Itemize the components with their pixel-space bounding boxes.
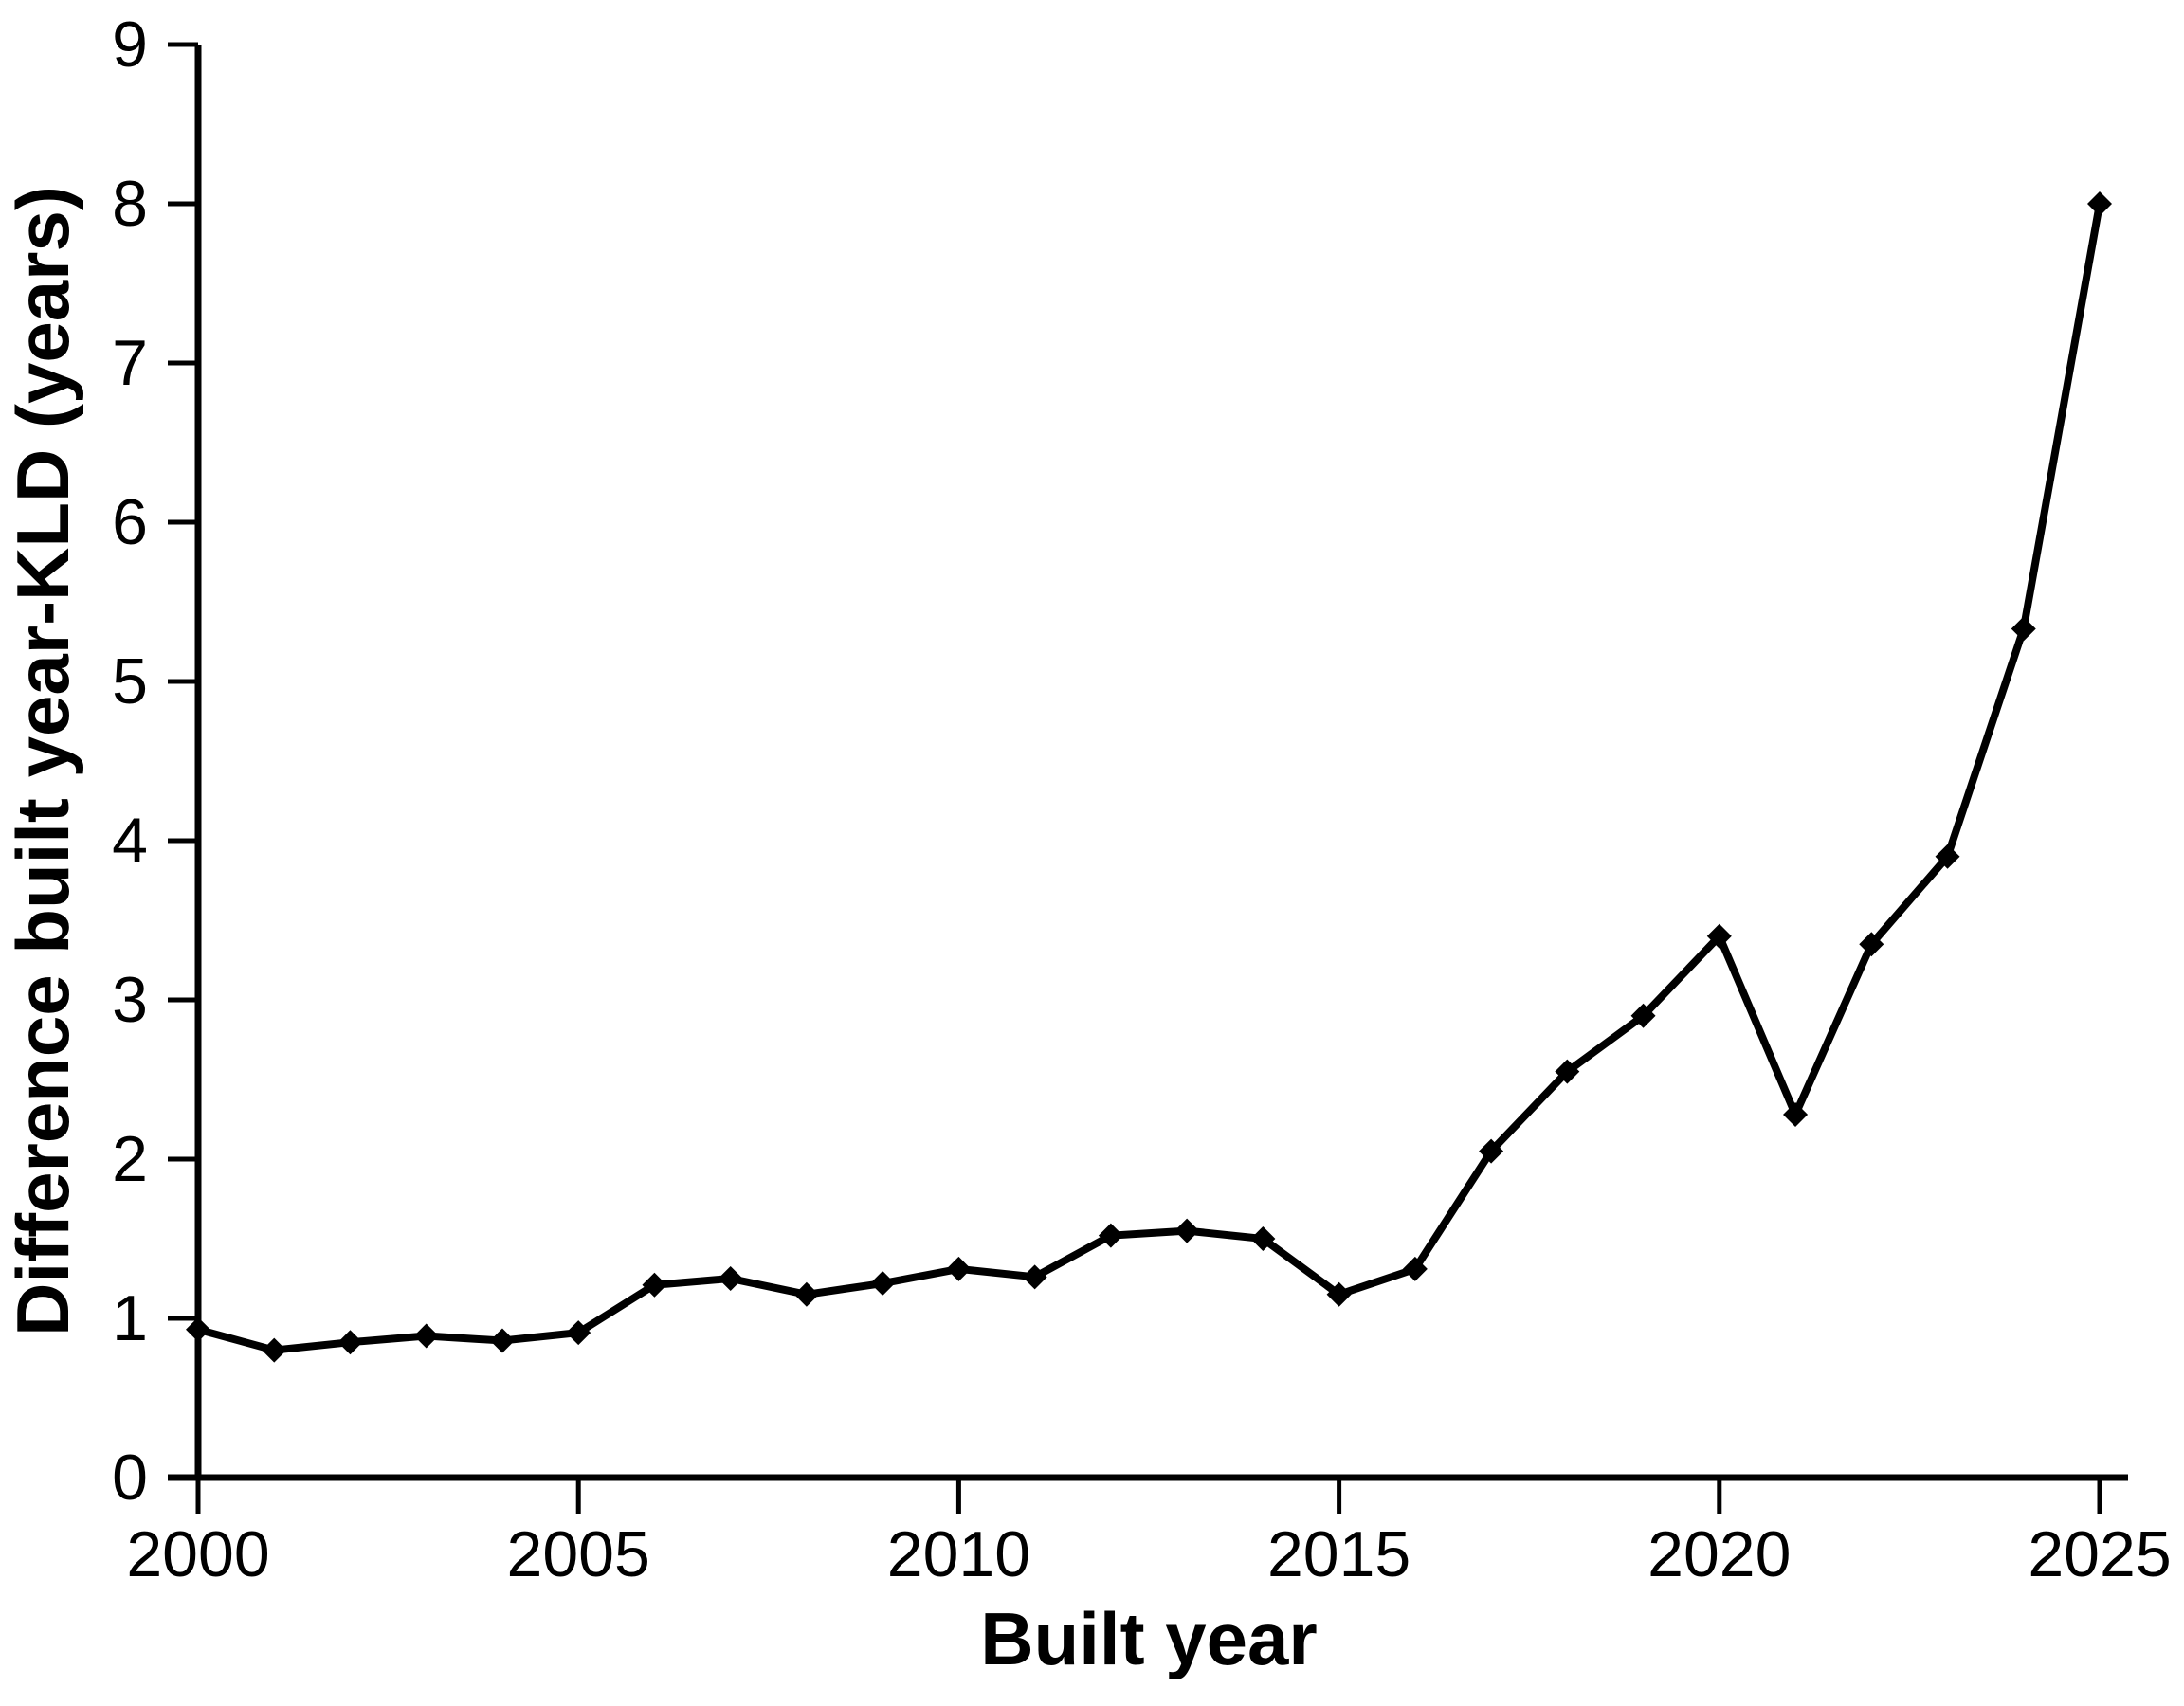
data-point-marker [718,1266,743,1291]
data-point-marker [1630,1003,1656,1028]
y-axis-title: Difference built year-KLD (years) [1,186,84,1336]
data-point-marker [1479,1138,1504,1164]
x-tick-label: 2025 [2028,1518,2171,1590]
data-point-marker [946,1256,972,1281]
data-point-marker [413,1323,439,1349]
y-tick-label: 5 [112,645,148,717]
data-point-marker [1098,1223,1123,1248]
data-point-marker [1783,1101,1809,1127]
data-point-marker [337,1330,363,1355]
data-point-marker [1022,1264,1047,1290]
y-tick-label: 4 [112,805,148,877]
y-tick-label: 7 [112,327,148,399]
y-axis-ticks: 0 1 2 3 4 5 6 7 8 9 [112,9,198,1514]
data-point-marker [1402,1256,1428,1281]
y-tick-label: 6 [112,486,148,558]
data-point-marker [2087,191,2112,216]
y-tick-label: 8 [112,168,148,240]
x-axis-title: Built year [980,1597,1317,1680]
x-tick-label: 2005 [507,1518,650,1590]
y-tick-label: 1 [112,1282,148,1354]
data-point-marker [870,1271,896,1297]
data-point-marker [1859,932,1884,957]
x-tick-label: 2015 [1267,1518,1410,1590]
y-tick-label: 3 [112,964,148,1036]
data-point-marker [793,1281,819,1307]
data-point-marker [1326,1281,1352,1307]
data-series [186,191,2112,1363]
data-point-marker [489,1328,515,1353]
data-line [196,203,2103,1354]
data-point-marker [566,1320,592,1346]
data-point-marker [186,1316,210,1342]
x-tick-label: 2020 [1647,1518,1791,1590]
y-tick-label: 9 [112,9,148,81]
data-point-marker [2011,616,2036,642]
data-point-marker [1555,1059,1580,1084]
data-point-marker [1935,844,1960,869]
data-point-marker [1706,923,1732,949]
data-point-marker [1250,1226,1276,1251]
data-point-marker [262,1337,287,1363]
y-tick-label: 2 [112,1123,148,1195]
y-tick-label: 0 [112,1442,148,1514]
data-point-marker [1174,1218,1200,1243]
x-tick-label: 2000 [126,1518,269,1590]
data-point-marker [642,1272,667,1298]
x-axis-ticks: 2000 2005 2010 2015 2020 2025 [126,1478,2172,1590]
x-tick-label: 2010 [887,1518,1030,1590]
